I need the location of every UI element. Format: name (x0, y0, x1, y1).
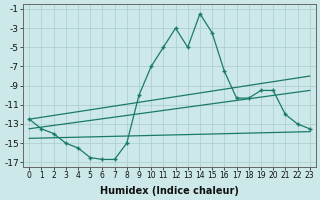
X-axis label: Humidex (Indice chaleur): Humidex (Indice chaleur) (100, 186, 239, 196)
